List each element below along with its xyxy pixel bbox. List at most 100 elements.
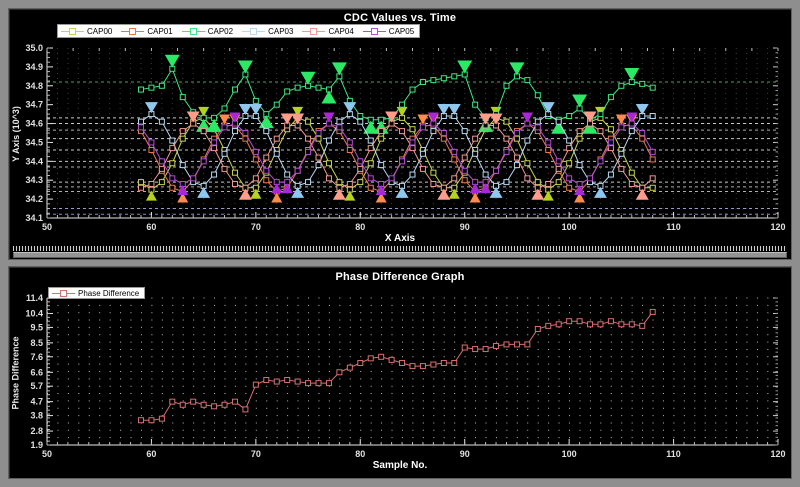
svg-text:60: 60 [146, 222, 156, 232]
svg-text:9.5: 9.5 [30, 322, 43, 332]
cdc-x-axis-label: X Axis [384, 233, 416, 244]
svg-text:5.7: 5.7 [30, 381, 43, 391]
svg-text:50: 50 [42, 449, 52, 459]
series-cap05 [137, 112, 656, 195]
legend-square-marker-icon [60, 289, 67, 297]
svg-text:70: 70 [251, 449, 261, 459]
cdc-chart-panel: 35.0 34.9 34.8 34.7 34.6 34.5 34.4 34.3 34.2 34.1… [8, 8, 792, 260]
svg-text:60: 60 [146, 449, 156, 459]
peak-marker-cap02 [509, 62, 525, 76]
legend-square-marker-icon [370, 27, 378, 35]
svg-text:80: 80 [355, 222, 365, 232]
peak-marker-cap04 [385, 111, 399, 123]
legend-square-marker-icon [250, 27, 258, 35]
peak-marker-cap03 [437, 104, 451, 115]
legend-label: CAP03 [268, 26, 294, 36]
phase-y-axis-label: Phase Difference [11, 335, 22, 410]
svg-text:100: 100 [562, 222, 577, 232]
valley-marker-cap05 [271, 183, 283, 194]
valley-marker-cap02 [258, 115, 274, 129]
valley-marker-cap03 [395, 186, 409, 198]
series-cap04 [137, 111, 656, 200]
svg-text:34.4: 34.4 [25, 156, 43, 166]
valley-marker-cap00 [344, 190, 356, 201]
peak-marker-cap03 [447, 104, 461, 115]
valley-marker-cap02 [373, 120, 389, 134]
valley-marker-cap05 [574, 185, 586, 195]
series-phase-difference [137, 308, 656, 424]
cdc-y-axis-label: Y Axis (10^3) [11, 106, 22, 162]
peak-marker-cap01 [417, 114, 429, 125]
peak-marker-cap02 [331, 62, 347, 76]
valley-marker-cap02 [551, 120, 567, 134]
valley-marker-cap05 [281, 183, 293, 194]
valley-marker-cap05 [177, 185, 189, 195]
legend-square-marker-icon [189, 27, 197, 35]
legend-square-marker-icon [310, 27, 318, 35]
svg-text:10.4: 10.4 [25, 308, 43, 318]
peak-marker-cap02 [572, 94, 588, 108]
svg-text:34.2: 34.2 [25, 194, 43, 204]
valley-marker-cap02 [363, 120, 379, 134]
legend-line-icon [67, 292, 75, 294]
svg-text:3.8: 3.8 [30, 411, 43, 421]
peak-marker-cap01 [219, 114, 231, 125]
svg-text:70: 70 [251, 222, 261, 232]
svg-text:120: 120 [770, 449, 785, 459]
legend-item-cap00: CAP00 [61, 27, 112, 36]
peak-marker-cap05 [323, 112, 335, 123]
valley-marker-cap01 [574, 192, 586, 203]
x-range-scrollbar-thumb[interactable] [13, 252, 787, 258]
svg-text:7.6: 7.6 [30, 352, 43, 362]
svg-text:11.4: 11.4 [26, 293, 43, 303]
cdc-chart-legend: CAP00 CAP01 CAP02 CAP03 CAP04 CAP05 [57, 24, 421, 38]
valley-marker-cap01 [469, 192, 481, 203]
series-cap02 [137, 54, 656, 134]
valley-marker-cap00 [250, 188, 262, 199]
legend-line-icon [302, 30, 311, 32]
legend-line-icon [362, 30, 371, 32]
peak-marker-cap02 [237, 60, 253, 74]
valley-marker-cap03 [489, 186, 503, 198]
peak-marker-cap04 [583, 111, 597, 123]
svg-text:34.9: 34.9 [25, 62, 43, 72]
valley-marker-cap04 [238, 188, 252, 200]
svg-text:34.7: 34.7 [25, 100, 43, 110]
legend-label: CAP04 [328, 26, 354, 36]
legend-item-cap04: CAP04 [302, 26, 354, 36]
valley-marker-cap04 [437, 188, 451, 200]
valley-marker-cap01 [177, 192, 189, 203]
valley-marker-cap02 [321, 90, 337, 104]
legend-item-cap05: CAP05 [362, 27, 414, 36]
peak-marker-cap00 [198, 106, 210, 117]
phase-chart-legend: Phase Difference [48, 287, 146, 299]
legend-line-icon [121, 30, 130, 32]
svg-text:34.1: 34.1 [25, 213, 43, 223]
legend-line-icon [377, 30, 386, 32]
peak-marker-cap03 [249, 104, 263, 115]
peak-marker-cap03 [541, 102, 555, 114]
legend-line-icon [196, 30, 205, 32]
valley-marker-cap02 [206, 118, 222, 132]
peak-marker-cap00 [396, 106, 408, 117]
peak-marker-cap01 [615, 114, 627, 125]
svg-text:120: 120 [770, 222, 785, 232]
phase-x-axis-label: Sample No. [372, 460, 428, 471]
svg-text:100: 100 [562, 449, 577, 459]
svg-text:6.6: 6.6 [30, 367, 43, 377]
svg-text:90: 90 [460, 449, 470, 459]
peak-marker-cap02 [624, 68, 640, 81]
legend-line-icon [181, 30, 190, 32]
valley-marker-cap04 [635, 188, 649, 200]
x-range-ruler [13, 246, 787, 251]
valley-marker-cap00 [145, 190, 157, 201]
legend-line-icon [52, 292, 60, 294]
svg-text:1.9: 1.9 [30, 440, 43, 450]
peak-marker-cap00 [292, 106, 304, 117]
peak-marker-cap05 [626, 112, 638, 123]
legend-label: Phase Difference [78, 288, 140, 298]
valley-marker-cap05 [375, 185, 387, 195]
valley-marker-cap03 [593, 186, 607, 198]
valley-marker-cap02 [582, 120, 598, 134]
